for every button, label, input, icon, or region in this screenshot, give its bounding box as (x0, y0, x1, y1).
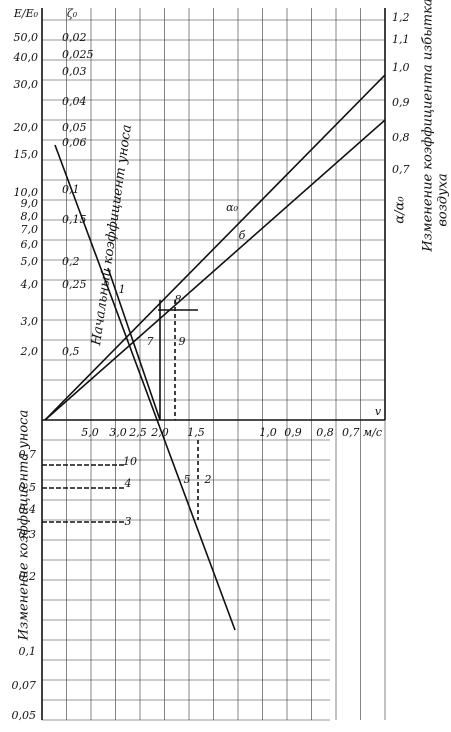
curve-label: 2 (204, 473, 212, 486)
scale-label: 7,0 (21, 223, 39, 236)
alpha0-line (44, 74, 386, 421)
scale-label: 0,7 (392, 163, 410, 176)
right-scale: 1,2 1,1 1,0 0,9 0,8 0,7 (392, 11, 410, 176)
zeta-scale: 0,02 0,025 0,03 0,04 0,05 0,06 0,1 0,15 0,2 0,25 0… (62, 31, 94, 358)
velocity-scale: 5,0 3,0 2,5 2,0 1,5 1,0 0,9 0,8 0,7 м/с (81, 426, 382, 439)
scale-label: 0,07 (12, 679, 37, 692)
scale-label: 8,0 (21, 210, 39, 223)
scale-title: ζ₀ (67, 7, 78, 20)
scale-label: 1,1 (392, 33, 410, 46)
scale-label: 0,06 (62, 136, 87, 149)
scale-label: 0,05 (12, 709, 37, 722)
curve-label: 8 (175, 293, 182, 306)
scale-label: 0,2 (62, 255, 80, 268)
curve-labels: α₀ б 8 7 9 1 10 4 5 2 3 (119, 201, 246, 528)
curve-label: 5 (184, 473, 191, 486)
left-scale: 50,0 40,0 30,0 20,0 15,0 10,09,08,07,0 6,0 5,0 4… (13, 31, 39, 358)
caption: α/α₀ (393, 196, 408, 224)
curve-label: 10 (123, 455, 137, 468)
curve-label: α₀ (226, 201, 238, 214)
velocity-label: 1,5 (187, 426, 205, 439)
velocity-label: 3,0 (109, 426, 127, 439)
scale-label: 0,04 (62, 95, 87, 108)
scale-label: 20,0 (13, 121, 39, 134)
curve-label: 9 (179, 335, 186, 348)
entrainment-line (54, 144, 236, 631)
velocity-label: 0,7 м/с (342, 426, 382, 439)
scale-label: 1,0 (392, 61, 410, 74)
velocity-label: 5,0 (81, 426, 99, 439)
curve-label: 4 (124, 477, 132, 490)
scale-label: 0,9 (392, 96, 410, 109)
scale-label: 1,2 (392, 11, 410, 24)
velocity-label: 1,0 (259, 426, 277, 439)
curve-label: 7 (147, 335, 154, 348)
scale-label: 30,0 (14, 78, 39, 91)
scale-label: 10,0 (14, 186, 39, 199)
scale-label: 6,0 (21, 238, 39, 251)
scale-label: 9,0 (21, 197, 39, 210)
caption: Начальный коэффициент уноса (89, 124, 135, 348)
scale-label: 0,1 (62, 183, 80, 196)
scale-label: 0,5 (19, 481, 37, 494)
curve-label: 1 (119, 283, 126, 296)
curve-label: б (239, 229, 246, 242)
caption: Изменение коэффициента уноса (17, 410, 32, 641)
alpha-line (44, 119, 386, 421)
scale-label: 2,0 (20, 345, 39, 358)
scale-label: 0,15 (62, 213, 87, 226)
scale-label: 0,5 (62, 345, 80, 358)
scale-label: 0,02 (62, 31, 87, 44)
scale-label: 4,0 (20, 278, 39, 291)
velocity-label: 2,5 (128, 426, 147, 439)
velocity-label: 0,8 (316, 426, 334, 439)
caption: воздуха (436, 173, 451, 226)
scale-label: 0,025 (62, 48, 94, 61)
line-1 (107, 267, 161, 421)
scale-label: 40,0 (13, 51, 39, 64)
axis-title: v (375, 405, 382, 418)
scale-label: 0,1 (19, 645, 37, 658)
scale-label: 50,0 (14, 31, 39, 44)
grid (41, 8, 386, 721)
caption: Изменение коэффициента избытка (421, 0, 436, 253)
scale-label: 0,7 (19, 448, 37, 461)
scale-label: 15,0 (14, 148, 39, 161)
scale-label: 3,0 (21, 315, 39, 328)
velocity-label: 2,0 (150, 426, 169, 439)
scale-label: 0,4 (19, 503, 37, 516)
scale-label: 0,03 (62, 65, 87, 78)
scale-label: 0,3 (19, 528, 37, 541)
scale-label: 0,2 (19, 570, 37, 583)
scale-title: E/E₀ (13, 7, 39, 20)
scale-label: 0,25 (62, 278, 87, 291)
scale-label: 0,8 (392, 131, 410, 144)
velocity-label: 0,9 (284, 426, 302, 439)
lower-scale: 0,7 0,5 0,4 0,3 0,2 0,1 0,07 0,05 (12, 448, 37, 722)
scale-label: 0,05 (62, 121, 87, 134)
scale-label: 5,0 (21, 255, 39, 268)
curve-label: 3 (125, 515, 132, 528)
